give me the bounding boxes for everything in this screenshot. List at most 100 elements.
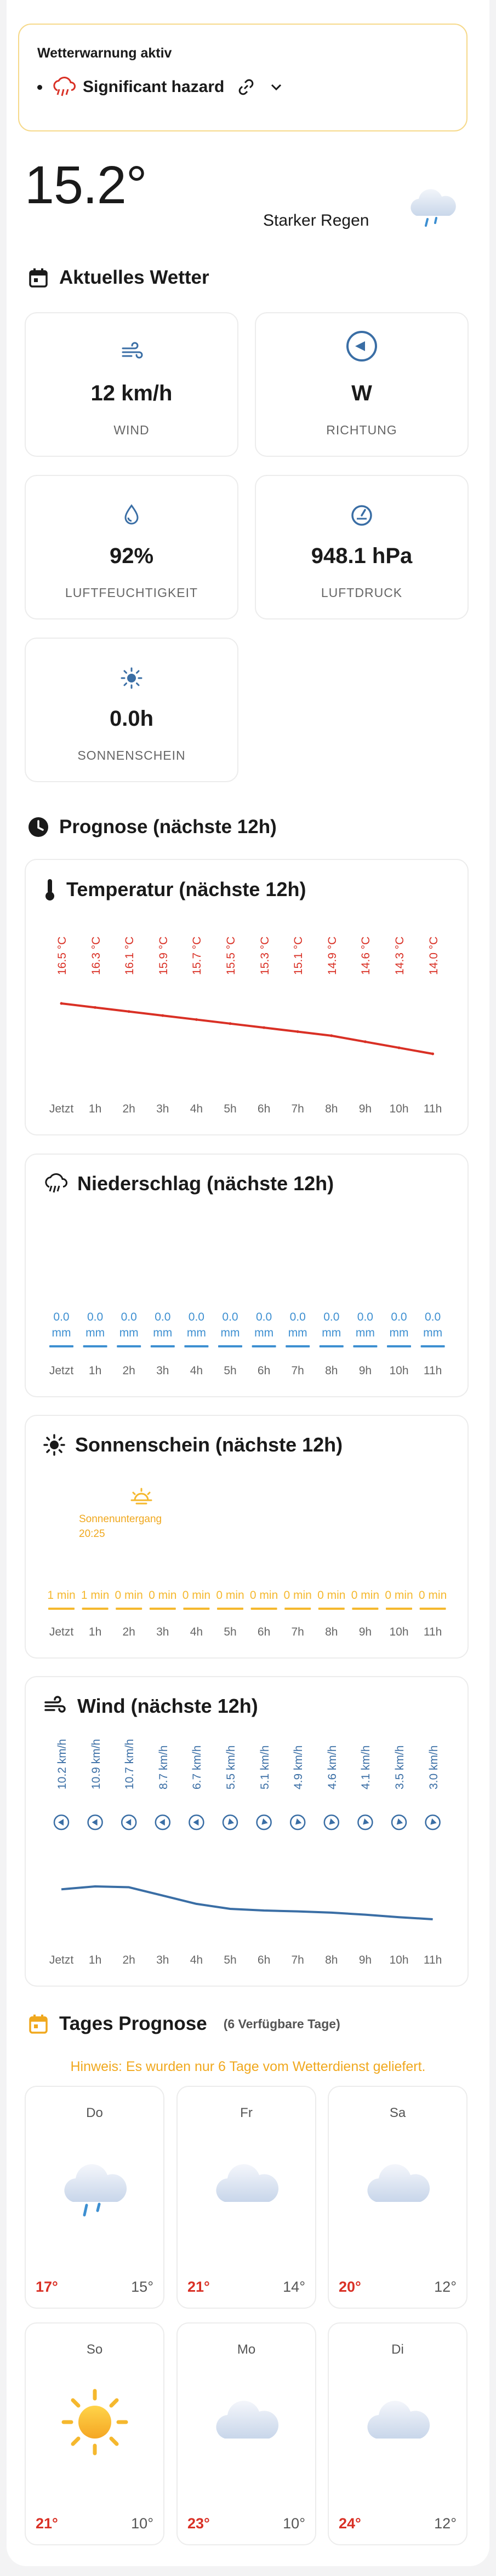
hour-label: 1h (88, 1364, 102, 1377)
sunshine-chart (48, 1608, 446, 1610)
direction-label: RICHTUNG (326, 423, 397, 437)
day-max-temp: 21° (36, 2515, 58, 2532)
warning-item[interactable]: Significant hazard (37, 75, 284, 99)
sunshine-value: 0 min (249, 1589, 278, 1602)
hour-label: 9h (358, 1364, 372, 1377)
hour-label: 2h (122, 1103, 135, 1115)
sunshine-value: 0 min (283, 1589, 312, 1602)
precip-unit: mm (186, 1327, 206, 1340)
wind-direction-ring (323, 1814, 340, 1831)
temperature-point (94, 1006, 97, 1009)
day-card[interactable]: So 21° 10° (25, 2322, 164, 2545)
hour-label: 8h (325, 1103, 338, 1115)
day-min-temp: 10° (131, 2515, 153, 2532)
precip-value: 0.0 mm (383, 1309, 415, 1341)
sunshine-value: 0 min (385, 1589, 413, 1602)
sunset-time: 20:25 (79, 1528, 105, 1540)
wind-direction-arrow (58, 1819, 64, 1826)
hour-label: 6h (257, 1364, 271, 1377)
temperature-point (229, 1022, 232, 1025)
wind-direction-arrow (159, 1819, 165, 1826)
precip-bar (83, 1345, 107, 1347)
hour-label: 11h (423, 1364, 442, 1377)
hour-label: 9h (358, 1626, 372, 1638)
temperature-point (161, 1014, 164, 1017)
day-max-temp: 23° (187, 2515, 210, 2532)
precipitation-chart (49, 1345, 445, 1347)
chevron-down-icon[interactable] (268, 79, 284, 95)
day-max-temp: 20° (339, 2279, 361, 2295)
hour-label: 6h (257, 1954, 271, 1966)
precip-amount: 0.0 (255, 1311, 272, 1323)
hour-label: 4h (190, 1364, 203, 1377)
precip-value: 0.0 mm (79, 1309, 112, 1341)
section-current-weather: Aktuelles Wetter (27, 267, 209, 289)
hour-label: 8h (325, 1954, 338, 1966)
wind-direction-arrow (193, 1819, 199, 1826)
hour-label: 2h (122, 1364, 135, 1377)
wind-direction-icon (189, 1814, 204, 1831)
hour-label: 7h (291, 1103, 304, 1115)
stat-pressure: 948.1 hPa LUFTDRUCK (255, 475, 469, 619)
hour-label: 3h (156, 1954, 169, 1966)
wind-direction-ring (357, 1814, 373, 1831)
sun-icon (26, 2386, 163, 2458)
calendar-icon (27, 267, 59, 289)
hour-label: 5h (224, 1954, 237, 1966)
precip-value: 0.0 mm (281, 1309, 314, 1341)
sunshine-value: 1 min (81, 1589, 110, 1602)
card-title-text: Sonnenschein (nächste 12h) (75, 1433, 343, 1456)
temperature-point (60, 1002, 63, 1005)
precip-bar (150, 1345, 175, 1347)
day-card[interactable]: Do 17° 15° (25, 2086, 164, 2309)
sunshine-bar (352, 1608, 379, 1610)
hour-label: 1h (88, 1103, 102, 1115)
wind-direction-icon (121, 1814, 137, 1831)
sunshine-bar (284, 1608, 311, 1610)
sunshine-bar (183, 1608, 210, 1610)
precip-unit: mm (85, 1327, 105, 1340)
hour-label: 10h (389, 1103, 409, 1115)
humidity-label: LUFTFEUCHTIGKEIT (65, 586, 198, 600)
temperature-chart (60, 1002, 435, 1055)
precip-amount: 0.0 (188, 1311, 204, 1323)
hour-label: 3h (156, 1364, 169, 1377)
wind-direction-icon (256, 1814, 272, 1831)
warning-label: Significant hazard (83, 78, 225, 96)
sunshine-bar (149, 1608, 176, 1610)
wind-card-title: Wind (nächste 12h) (43, 1695, 258, 1718)
cloud-icon (329, 2395, 466, 2449)
day-card[interactable]: Di 24° 12° (328, 2322, 468, 2545)
precip-amount: 0.0 (357, 1311, 373, 1323)
hour-label: 9h (358, 1103, 372, 1115)
day-card[interactable]: Fr 21° 14° (176, 2086, 316, 2309)
section-title: Aktuelles Wetter (59, 267, 209, 288)
sunshine-bar (82, 1608, 109, 1610)
day-card[interactable]: Mo 23° 10° (176, 2322, 316, 2545)
day-min-temp: 14° (283, 2279, 305, 2295)
temperature-point (431, 1052, 435, 1055)
sunshine-bar (48, 1608, 75, 1610)
hour-label: 5h (224, 1364, 237, 1377)
stat-humidity: 92% LUFTFEUCHTIGKEIT (25, 475, 238, 619)
sunshine-bar (386, 1608, 412, 1610)
wind-direction-ring (425, 1814, 441, 1831)
link-icon[interactable] (236, 77, 256, 97)
sunshine-card: Sonnenschein (nächste 12h) Sonnenunterga… (25, 1415, 469, 1659)
precip-value: 0.0 mm (417, 1309, 449, 1341)
sunshine-card-title: Sonnenschein (nächste 12h) (43, 1433, 343, 1456)
temperature-point (330, 1034, 333, 1037)
wind-direction-arrow (363, 1818, 369, 1825)
hour-label: Jetzt (49, 1364, 74, 1377)
pressure-label: LUFTDRUCK (321, 586, 403, 600)
hour-label: 4h (190, 1954, 203, 1966)
wind-direction-arrow (261, 1818, 268, 1825)
temperature-point (127, 1010, 130, 1013)
precipitation-card-title: Niederschlag (nächste 12h) (43, 1172, 334, 1195)
day-min-temp: 10° (283, 2515, 305, 2532)
hour-label: 6h (257, 1103, 271, 1115)
precip-bar (353, 1345, 378, 1347)
day-card[interactable]: Sa 20° 12° (328, 2086, 468, 2309)
section-title: Prognose (nächste 12h) (59, 816, 277, 837)
precip-unit: mm (322, 1327, 341, 1340)
